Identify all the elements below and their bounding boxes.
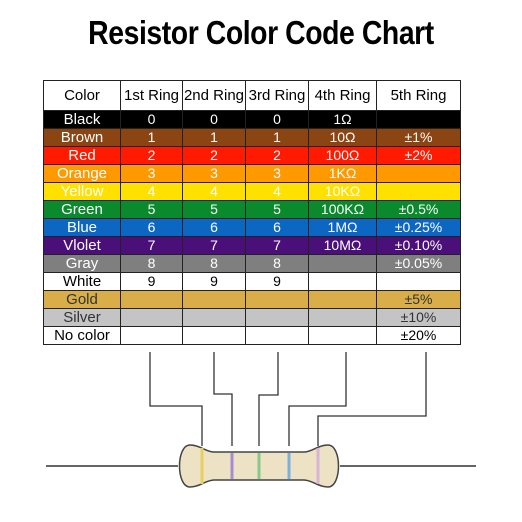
color-name-cell: Gold xyxy=(43,290,121,309)
4th-ring-cell: 10KΩ xyxy=(308,182,377,201)
table-row: White 9 9 9 xyxy=(43,272,461,291)
color-code-table: Color 1st Ring 2nd Ring 3rd Ring 4th Rin… xyxy=(43,80,461,345)
table-row: Gold ±5% xyxy=(43,290,461,309)
header-4th-ring: 4th Ring xyxy=(308,80,377,111)
resistor-bands xyxy=(200,448,320,484)
chart-title: Resistor Color Code Chart xyxy=(88,14,434,51)
header-1st-ring: 1st Ring xyxy=(120,80,183,111)
resistor-band-5 xyxy=(316,448,320,484)
table-row: Vlolet 7 7 7 10MΩ ±0.10% xyxy=(43,236,461,255)
table-row: Gray 8 8 8 ±0.05% xyxy=(43,254,461,273)
connector-line-3 xyxy=(258,352,279,446)
resistor-band-1 xyxy=(200,448,204,484)
color-name-cell: No color xyxy=(43,326,121,345)
table-row: Yellow 4 4 4 10KΩ xyxy=(43,182,461,201)
5th-ring-cell: ±0.10% xyxy=(376,236,461,255)
table-header-row: Color 1st Ring 2nd Ring 3rd Ring 4th Rin… xyxy=(43,80,461,111)
header-5th-ring: 5th Ring xyxy=(376,80,461,111)
resistor-band-3 xyxy=(257,453,261,479)
color-name-cell: Red xyxy=(43,146,121,165)
connector-line-5 xyxy=(317,352,427,446)
color-name-cell: Green xyxy=(43,200,121,219)
connector-line-4 xyxy=(288,352,347,446)
5th-ring-cell: ±20% xyxy=(376,326,461,345)
table-row: Red 2 2 2 100Ω ±2% xyxy=(43,146,461,165)
4th-ring-cell: 1Ω xyxy=(308,110,377,129)
color-name-cell: White xyxy=(43,272,121,291)
table-row: Orange 3 3 3 1KΩ xyxy=(43,164,461,183)
header-3rd-ring: 3rd Ring xyxy=(245,80,309,111)
4th-ring-cell: 10MΩ xyxy=(308,236,377,255)
connector-lines xyxy=(149,352,427,446)
color-name-cell: Yellow xyxy=(43,182,121,201)
connector-line-1 xyxy=(149,352,203,446)
table-row: No color ±20% xyxy=(43,326,461,345)
color-name-cell: Silver xyxy=(43,308,121,327)
resistor-band-2 xyxy=(230,453,234,479)
header-color: Color xyxy=(43,80,121,111)
table-row: Black 0 0 0 1Ω xyxy=(43,110,461,129)
resistor-band-4 xyxy=(287,453,291,479)
connector-line-2 xyxy=(213,352,233,446)
